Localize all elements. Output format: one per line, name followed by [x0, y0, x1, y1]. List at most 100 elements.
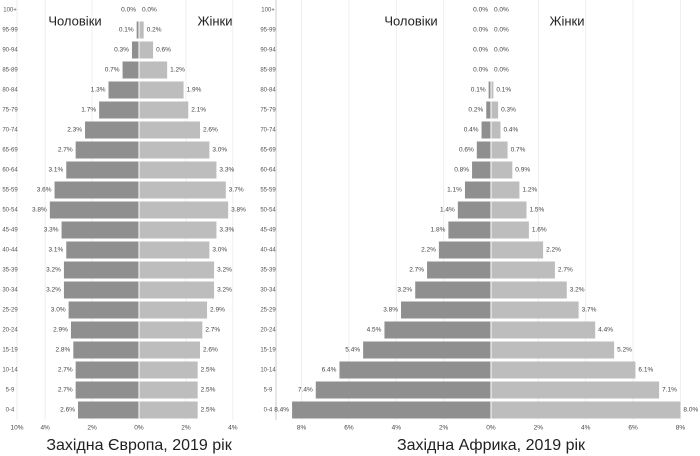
age-label: 70-74 — [260, 128, 276, 134]
bar — [401, 301, 491, 319]
value-label: 0.0% — [473, 27, 488, 34]
bar — [139, 281, 215, 299]
bar — [63, 261, 139, 279]
bar — [491, 221, 529, 239]
value-label: 0.4% — [503, 127, 518, 134]
bar — [139, 381, 198, 399]
x-tick-label: 4% — [581, 425, 591, 432]
age-label: 75-79 — [2, 108, 18, 114]
bar — [491, 301, 579, 319]
bar — [139, 321, 203, 339]
age-label: 75-79 — [260, 108, 276, 114]
bar — [75, 141, 139, 159]
value-label: 2.7% — [58, 367, 73, 374]
value-label: 3.1% — [48, 247, 63, 254]
age-label: 40-44 — [2, 248, 18, 254]
value-label: 0.0% — [473, 47, 488, 54]
value-label: 3.0% — [212, 247, 227, 254]
value-label: 0.7% — [511, 147, 526, 154]
value-label: 2.9% — [210, 307, 225, 314]
age-label: 95-99 — [2, 28, 18, 34]
bar — [139, 241, 210, 259]
bar — [339, 361, 491, 379]
value-label: 1.1% — [447, 187, 462, 194]
bar — [139, 41, 154, 59]
bar — [75, 381, 139, 399]
value-label: 6.1% — [638, 367, 653, 374]
value-label: 2.6% — [60, 407, 75, 414]
value-label: 7.4% — [298, 387, 313, 394]
value-label: 3.3% — [44, 227, 59, 234]
age-label: 5-9 — [6, 388, 15, 394]
age-label: 25-29 — [260, 308, 276, 314]
age-label: 35-39 — [2, 268, 18, 274]
age-label: 0-4 — [264, 408, 273, 414]
age-label: 45-49 — [260, 228, 276, 234]
value-label: 3.0% — [212, 147, 227, 154]
bar — [491, 401, 681, 419]
value-label: 3.2% — [46, 267, 61, 274]
value-label: 2.2% — [421, 247, 436, 254]
bar — [139, 21, 144, 39]
bar — [73, 341, 139, 359]
bar — [491, 141, 508, 159]
value-label: 2.6% — [203, 127, 218, 134]
age-label: 60-64 — [2, 168, 18, 174]
value-label: 1.9% — [187, 87, 202, 94]
value-label: 3.8% — [383, 307, 398, 314]
value-label: 4.5% — [367, 327, 382, 334]
value-label: 0.1% — [496, 87, 511, 94]
value-label: 1.3% — [91, 87, 106, 94]
value-label: 3.2% — [46, 287, 61, 294]
bar — [491, 101, 499, 119]
age-label: 70-74 — [2, 128, 18, 134]
value-label: 3.2% — [217, 267, 232, 274]
age-label: 100+ — [3, 8, 17, 14]
value-label: 0.0% — [473, 67, 488, 74]
age-label: 20-24 — [2, 328, 18, 334]
bar — [75, 361, 139, 379]
bar — [85, 121, 139, 139]
age-label: 50-54 — [2, 208, 18, 214]
value-label: 2.5% — [201, 367, 216, 374]
value-label: 0.0% — [494, 47, 509, 54]
age-label: 30-34 — [2, 288, 18, 294]
bar — [49, 201, 139, 219]
chart-title: Західна Африка, 2019 рік — [397, 437, 586, 454]
bar — [139, 341, 200, 359]
x-tick-label: 6% — [628, 425, 638, 432]
bar — [139, 161, 217, 179]
value-label: 2.7% — [58, 147, 73, 154]
value-label: 1.4% — [440, 207, 455, 214]
bar — [491, 201, 527, 219]
age-label: 15-19 — [260, 348, 276, 354]
bar — [491, 341, 615, 359]
value-label: 0.0% — [121, 7, 136, 14]
value-label: 3.2% — [397, 287, 412, 294]
bar — [438, 241, 491, 259]
age-label: 5-9 — [264, 388, 273, 394]
value-label: 2.5% — [201, 407, 216, 414]
value-label: 0.0% — [473, 7, 488, 14]
value-label: 0.0% — [494, 27, 509, 34]
bar — [139, 141, 210, 159]
age-label: 80-84 — [2, 88, 18, 94]
bar — [68, 301, 139, 319]
bar — [139, 101, 189, 119]
age-label: 10-14 — [260, 368, 276, 374]
bar — [427, 261, 491, 279]
bar — [491, 321, 596, 339]
value-label: 3.2% — [217, 287, 232, 294]
value-label: 2.9% — [53, 327, 68, 334]
value-label: 2.7% — [205, 327, 220, 334]
value-label: 0.0% — [142, 7, 157, 14]
value-label: 2.1% — [191, 107, 206, 114]
bar — [66, 241, 139, 259]
value-label: 6.4% — [322, 367, 337, 374]
value-label: 2.2% — [546, 247, 561, 254]
bar — [448, 221, 491, 239]
bar — [139, 121, 200, 139]
age-label: 65-69 — [260, 148, 276, 154]
value-label: 3.8% — [32, 207, 47, 214]
age-label: 85-89 — [260, 68, 276, 74]
